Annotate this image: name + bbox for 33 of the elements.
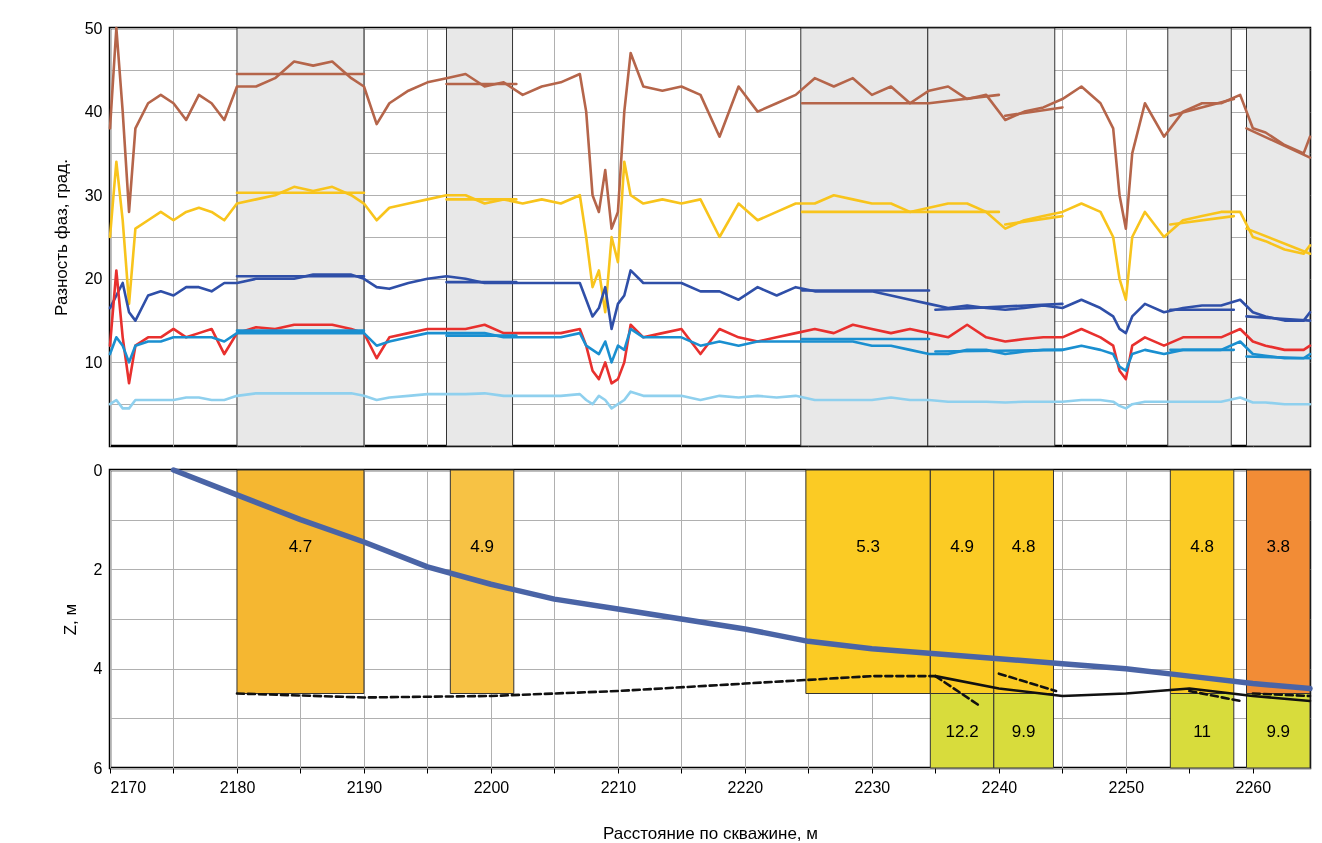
band-label: 9.9 bbox=[1266, 722, 1291, 742]
x-tick-label: 2250 bbox=[1108, 778, 1145, 796]
x-tick-label: 2170 bbox=[110, 778, 147, 796]
y-tick-label: 40 bbox=[84, 103, 103, 121]
band-label: 9.9 bbox=[1011, 722, 1036, 742]
x-tick-label: 2190 bbox=[346, 778, 383, 796]
band-label: 4.9 bbox=[950, 537, 974, 557]
y-tick-label: 2 bbox=[93, 560, 103, 578]
y-axis-title: Разность фаз, град. bbox=[51, 159, 71, 316]
x-tick-label: 2220 bbox=[727, 778, 764, 796]
x-tick-label: 2240 bbox=[981, 778, 1018, 796]
y-tick-label: 30 bbox=[84, 186, 103, 204]
band-label: 11 bbox=[1193, 722, 1211, 742]
band-label: 5.3 bbox=[856, 537, 880, 557]
band-label: 4.8 bbox=[1190, 537, 1214, 557]
y-tick-label: 4 bbox=[93, 660, 103, 678]
y-tick-label: 50 bbox=[84, 19, 103, 37]
y-tick-label: 20 bbox=[84, 270, 103, 288]
y-axis-title: Z, м bbox=[60, 603, 80, 636]
band-label: 4.7 bbox=[288, 537, 313, 557]
x-tick-label: 2200 bbox=[473, 778, 510, 796]
band-label: 3.8 bbox=[1266, 537, 1291, 557]
x-tick-label: 2230 bbox=[854, 778, 891, 796]
band-label: 4.9 bbox=[470, 537, 494, 557]
y-tick-label: 6 bbox=[93, 759, 103, 777]
y-tick-label: 10 bbox=[84, 353, 103, 371]
band-label: 4.8 bbox=[1011, 537, 1036, 557]
y-tick-label: 0 bbox=[93, 461, 103, 479]
x-axis-title: Расстояние по скважине, м bbox=[602, 823, 819, 843]
x-tick-label: 2180 bbox=[219, 778, 256, 796]
band-label: 12.2 bbox=[945, 722, 979, 742]
x-tick-label: 2210 bbox=[600, 778, 637, 796]
x-tick-label: 2260 bbox=[1235, 778, 1272, 796]
